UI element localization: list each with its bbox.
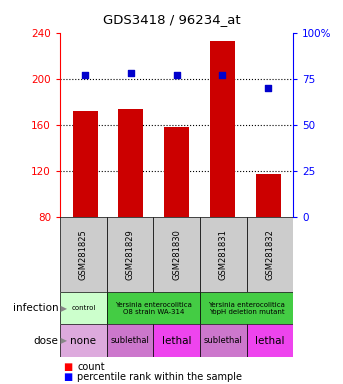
Bar <box>164 127 189 217</box>
Text: GSM281829: GSM281829 <box>126 229 134 280</box>
Bar <box>107 324 153 357</box>
Text: sublethal: sublethal <box>110 336 150 345</box>
Text: lethal: lethal <box>255 336 285 346</box>
Bar <box>200 292 293 324</box>
Bar <box>256 174 281 217</box>
Bar <box>153 324 200 357</box>
Text: lethal: lethal <box>162 336 191 346</box>
Text: dose: dose <box>33 336 58 346</box>
Bar <box>247 324 293 357</box>
Text: count: count <box>77 362 105 372</box>
Point <box>220 72 225 78</box>
Bar <box>107 292 200 324</box>
Text: ▶: ▶ <box>58 304 68 313</box>
Point <box>128 70 134 76</box>
Point <box>174 72 179 78</box>
Text: control: control <box>71 305 96 311</box>
Text: GSM281832: GSM281832 <box>265 229 274 280</box>
Bar <box>153 217 200 292</box>
Bar <box>247 217 293 292</box>
Text: GSM281830: GSM281830 <box>172 229 181 280</box>
Text: sublethal: sublethal <box>204 336 243 345</box>
Text: Yersinia enterocolitica
YopH deletion mutant: Yersinia enterocolitica YopH deletion mu… <box>208 302 285 314</box>
Text: GSM281831: GSM281831 <box>219 229 228 280</box>
Bar <box>200 324 247 357</box>
Text: GDS3418 / 96234_at: GDS3418 / 96234_at <box>103 13 240 26</box>
Text: infection: infection <box>13 303 58 313</box>
Bar <box>73 111 98 217</box>
Bar <box>200 217 247 292</box>
Bar <box>60 292 107 324</box>
Bar <box>107 217 153 292</box>
Text: percentile rank within the sample: percentile rank within the sample <box>77 372 242 382</box>
Text: Yersinia enterocolitica
O8 strain WA-314: Yersinia enterocolitica O8 strain WA-314 <box>115 302 192 314</box>
Text: ■: ■ <box>63 372 73 382</box>
Bar <box>118 109 143 217</box>
Bar <box>210 41 235 217</box>
Text: ▶: ▶ <box>58 336 68 345</box>
Text: none: none <box>70 336 96 346</box>
Point <box>82 72 88 78</box>
Text: GSM281825: GSM281825 <box>79 229 88 280</box>
Bar <box>60 324 107 357</box>
Point <box>265 85 271 91</box>
Text: ■: ■ <box>63 362 73 372</box>
Bar <box>60 217 107 292</box>
